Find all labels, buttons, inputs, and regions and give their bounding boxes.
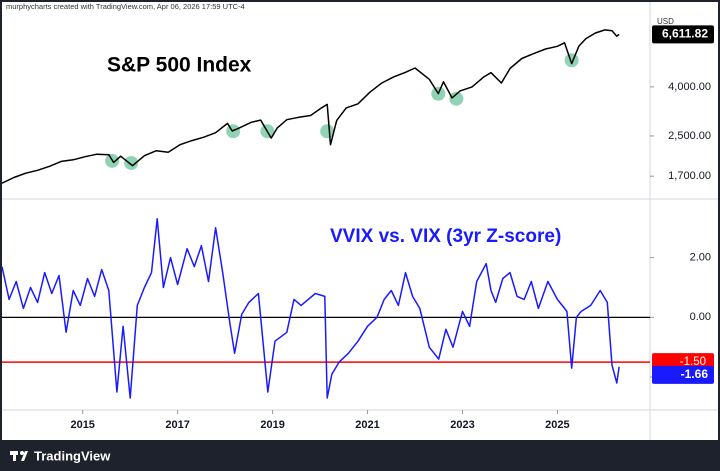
highlight — [320, 124, 335, 139]
y-tick-label: 4,000.00 — [668, 81, 711, 93]
x-tick-label: 2017 — [165, 419, 189, 431]
chart-title: VVIX vs. VIX (3yr Z-score) — [330, 226, 561, 247]
x-tick-label: 2019 — [260, 419, 284, 431]
last-value-label: 6,611.82 — [662, 27, 708, 41]
series-line — [1, 29, 620, 184]
footer-bar — [0, 440, 720, 471]
x-tick-label: 2021 — [355, 419, 379, 431]
reference-label: -1.50 — [680, 356, 706, 368]
highlight — [564, 53, 579, 68]
highlight — [449, 91, 464, 106]
highlight — [124, 155, 139, 170]
x-tick-label: 2015 — [70, 419, 94, 431]
currency: USD — [657, 17, 674, 26]
x-tick-label: 2025 — [545, 419, 569, 431]
header: murphycharts created with TradingView.co… — [6, 2, 245, 11]
last-value-label: -1.66 — [681, 367, 709, 381]
y-tick-label: 2,500.00 — [668, 130, 711, 142]
series-line — [1, 218, 620, 399]
y-tick-label: 0.00 — [690, 311, 711, 323]
footer-brand: TradingView — [34, 448, 111, 463]
logo — [10, 451, 28, 461]
last-value-box — [652, 365, 714, 384]
chart-title: S&P 500 Index — [107, 54, 252, 77]
x-tick-label: 2023 — [450, 419, 474, 431]
y-tick-label: 1,700.00 — [668, 170, 711, 182]
last-value-box — [652, 25, 714, 44]
y-tick-label: 2.00 — [690, 252, 711, 264]
